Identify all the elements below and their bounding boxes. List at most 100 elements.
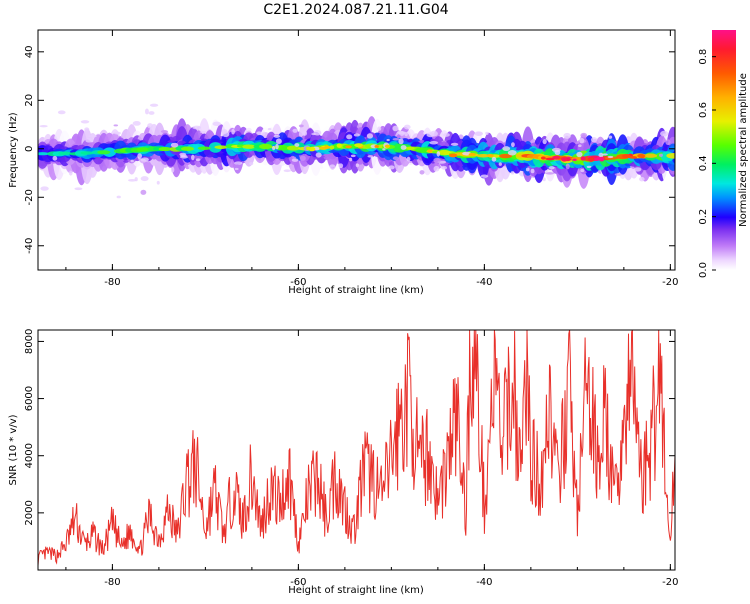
- heatmap-speckle: [132, 120, 141, 126]
- heatmap-speckle: [144, 108, 149, 115]
- heatmap-speckle: [614, 173, 622, 176]
- heatmap-hotspot: [540, 156, 546, 160]
- heatmap-speckle: [292, 128, 298, 133]
- heatmap-speckle: [406, 156, 411, 162]
- heatmap-speckle: [502, 146, 511, 152]
- heatmap-speckle: [302, 130, 308, 136]
- heatmap-speckle: [267, 128, 272, 131]
- heatmap-cell: [136, 147, 150, 152]
- snr-x-axis-label: Height of straight line (km): [288, 585, 424, 596]
- snr-y-axis-label: SNR (10 * v/v): [8, 414, 19, 485]
- heatmap-speckle: [148, 111, 155, 115]
- spectrogram-y-axis-label: Frequency (Hz): [8, 112, 19, 188]
- heatmap-speckle: [662, 133, 667, 137]
- heatmap-speckle: [355, 163, 360, 168]
- colorbar-ticks: 0.0 0.2 0.4 0.6 0.8: [698, 49, 716, 278]
- heatmap-speckle: [419, 170, 425, 175]
- heatmap-speckle: [608, 135, 613, 139]
- heatmap-speckle: [275, 138, 282, 145]
- heatmap-speckle: [170, 166, 175, 173]
- heatmap-speckle: [542, 177, 546, 182]
- heatmap-hotspot: [374, 145, 379, 148]
- heatmap-speckle: [382, 148, 386, 151]
- heatmap-speckle: [498, 162, 502, 166]
- snr-x-tick-label: -80: [104, 577, 120, 588]
- heatmap-speckle: [580, 132, 588, 138]
- heatmap-speckle: [367, 155, 374, 158]
- spectrogram-x-ticks: -80 -60 -40 -20: [65, 30, 679, 288]
- spectrogram-x-tick-label: -20: [662, 277, 678, 288]
- heatmap-speckle: [74, 187, 83, 191]
- heatmap-speckle: [510, 171, 515, 175]
- heatmap-speckle: [57, 110, 66, 115]
- heatmap-speckle: [586, 165, 592, 169]
- heatmap-speckle: [52, 155, 58, 161]
- heatmap-speckle: [147, 123, 153, 129]
- heatmap-hotspot: [580, 156, 586, 161]
- heatmap-cell: [666, 152, 675, 159]
- heatmap-speckle: [116, 195, 121, 199]
- heatmap-speckle: [39, 124, 48, 128]
- snr-x-tick-label: -60: [290, 577, 306, 588]
- colorbar-tick-label: 0.6: [698, 102, 709, 118]
- colorbar-tick-label: 0.4: [698, 155, 709, 171]
- colorbar-gradient: [712, 30, 736, 270]
- heatmap-cell: [476, 153, 490, 158]
- heatmap-speckle: [491, 156, 497, 162]
- heatmap-speckle: [156, 180, 160, 185]
- heatmap-hotspot: [637, 153, 646, 158]
- heatmap-hotspot: [329, 145, 335, 150]
- heatmap-speckle: [545, 172, 555, 175]
- heatmap-hotspot: [587, 157, 595, 162]
- snr-y-tick-label: 4000: [24, 443, 35, 468]
- snr-x-ticks: -80 -60 -40 -20: [65, 330, 679, 588]
- spectrogram-y-tick-label: -20: [24, 189, 35, 205]
- heatmap-speckle: [80, 120, 90, 124]
- heatmap-cell: [197, 146, 211, 150]
- heatmap-speckle: [392, 156, 399, 161]
- heatmap-speckle: [329, 164, 336, 168]
- heatmap-cell: [644, 153, 658, 158]
- heatmap-speckle: [392, 125, 399, 132]
- heatmap-speckle: [554, 149, 561, 156]
- heatmap-speckle: [450, 142, 459, 146]
- heatmap-speckle: [392, 137, 400, 141]
- heatmap-speckle: [485, 131, 489, 135]
- colorbar: 0.0 0.2 0.4 0.6 0.8 Normalized spectral ampl…: [698, 30, 749, 278]
- heatmap-speckle: [273, 134, 281, 138]
- heatmap-speckle: [590, 137, 598, 143]
- heatmap-speckle: [525, 167, 530, 172]
- heatmap-speckle: [665, 139, 671, 146]
- heatmap-speckle: [400, 145, 407, 150]
- snr-x-tick-label: -40: [476, 577, 492, 588]
- heatmap-speckle: [160, 130, 169, 134]
- heatmap-speckle: [639, 176, 645, 182]
- heatmap-hotspot: [468, 152, 476, 156]
- heatmap-hotspot: [354, 143, 363, 148]
- heatmap-speckle: [397, 131, 406, 135]
- heatmap-speckle: [249, 162, 254, 166]
- heatmap-hotspot: [324, 145, 331, 149]
- heatmap-speckle: [315, 152, 322, 158]
- heatmap-speckle: [179, 152, 187, 156]
- heatmap-speckle: [221, 128, 228, 135]
- heatmap-speckle: [511, 142, 515, 148]
- heatmap-cell: [38, 152, 50, 156]
- heatmap-speckle: [507, 150, 517, 156]
- heatmap-speckle: [261, 132, 266, 136]
- heatmap-speckle: [366, 133, 374, 139]
- heatmap-cell: [286, 145, 301, 151]
- heatmap-speckle: [113, 124, 119, 127]
- heatmap-speckle: [578, 144, 582, 148]
- heatmap-speckle: [130, 159, 134, 163]
- heatmap-cell: [259, 143, 273, 150]
- heatmap-speckle: [388, 165, 395, 170]
- snr-y-tick-label: 8000: [24, 329, 35, 354]
- heatmap-speckle: [298, 124, 304, 128]
- heatmap-speckle: [231, 128, 235, 135]
- heatmap-speckle: [234, 167, 239, 171]
- heatmap-speckle: [349, 157, 353, 162]
- heatmap-speckle: [85, 138, 93, 143]
- heatmap-speckle: [607, 155, 614, 159]
